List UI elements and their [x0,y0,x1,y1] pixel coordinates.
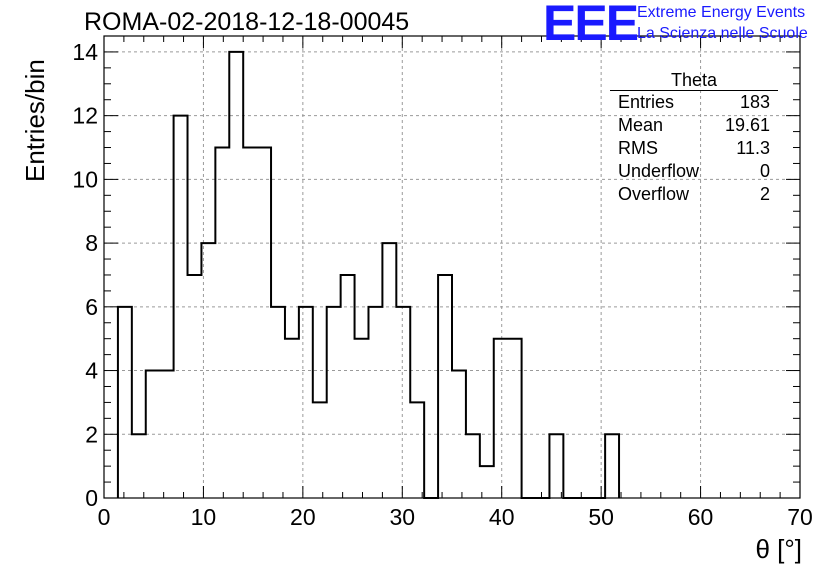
y-tick-label: 14 [72,39,98,65]
stats-title: Theta [610,70,778,91]
x-tick-label: 70 [787,504,813,530]
histogram-bin [229,52,243,498]
histogram-bin [299,307,313,498]
histogram-bin [382,243,396,498]
histogram-bin [201,243,215,498]
x-tick-label: 40 [489,504,515,530]
histogram-bin [605,434,619,498]
histogram-bin [410,402,424,498]
stats-label: RMS [618,138,658,158]
histogram-bin [132,434,146,498]
histogram-bin [480,466,494,498]
stats-row-entries: Entries 183 [610,91,778,114]
stats-row-mean: Mean 19.61 [610,114,778,137]
y-tick-label: 12 [72,103,98,129]
y-tick-label: 6 [85,294,98,320]
histogram-bin [368,307,382,498]
histogram-bin [243,148,257,498]
y-axis-label: Entries/bin [20,59,50,182]
stats-row-overflow: Overflow 2 [610,183,778,206]
eee-logo: EEE [543,0,639,51]
y-tick-label: 2 [85,421,98,447]
stats-label: Mean [618,115,664,135]
x-tick-label: 20 [290,504,316,530]
y-tick-label: 8 [85,230,98,256]
histogram-bin [257,148,271,498]
histogram-bin [466,434,480,498]
histogram-bin [146,371,160,498]
stats-value: 2 [759,184,770,204]
histogram-bin [438,275,452,498]
stats-row-rms: RMS 11.3 [610,137,778,160]
stats-label: Entries [618,92,675,112]
histogram-bin [327,307,341,498]
x-tick-label: 10 [191,504,217,530]
y-tick-label: 0 [85,485,98,511]
x-tick-label: 50 [588,504,614,530]
stats-label: Underflow [618,161,700,181]
y-tick-label: 10 [72,166,98,192]
histogram-bin [313,402,327,498]
plot-frame [103,35,801,499]
histogram-bin [174,116,188,498]
histogram-bin [118,307,132,498]
histogram-bin [355,339,369,498]
stats-value: 0 [759,161,770,181]
histogram-bin [452,371,466,498]
stats-value: 19.61 [724,115,770,135]
logo-line-2: La Scienza nelle Scuole [637,25,808,42]
histogram-bin [396,307,410,498]
x-axis-label: θ [°] [755,534,802,564]
stats-box: Theta Entries 183 Mean 19.61 RMS 11.3 Un… [610,70,778,206]
x-tick-label: 0 [98,504,111,530]
histogram-bin [341,275,355,498]
stats-value: 183 [739,92,770,112]
stats-label: Overflow [618,184,690,204]
histogram-bin [215,148,229,498]
stats-row-underflow: Underflow 0 [610,160,778,183]
histogram-bin [271,307,285,498]
histogram-bin [188,275,202,498]
x-tick-label: 60 [688,504,714,530]
plot-title: ROMA-02-2018-12-18-00045 [84,8,410,36]
histogram-bin [494,339,508,498]
histogram-bin [160,371,174,498]
histogram-bin [508,339,522,498]
stats-value: 11.3 [736,138,770,158]
x-tick-label: 30 [389,504,415,530]
histogram-outline [116,50,621,499]
histogram-bin [549,434,563,498]
histogram-bin [285,339,299,498]
logo-line-1: Extreme Energy Events [637,4,806,21]
y-tick-label: 4 [85,358,98,384]
